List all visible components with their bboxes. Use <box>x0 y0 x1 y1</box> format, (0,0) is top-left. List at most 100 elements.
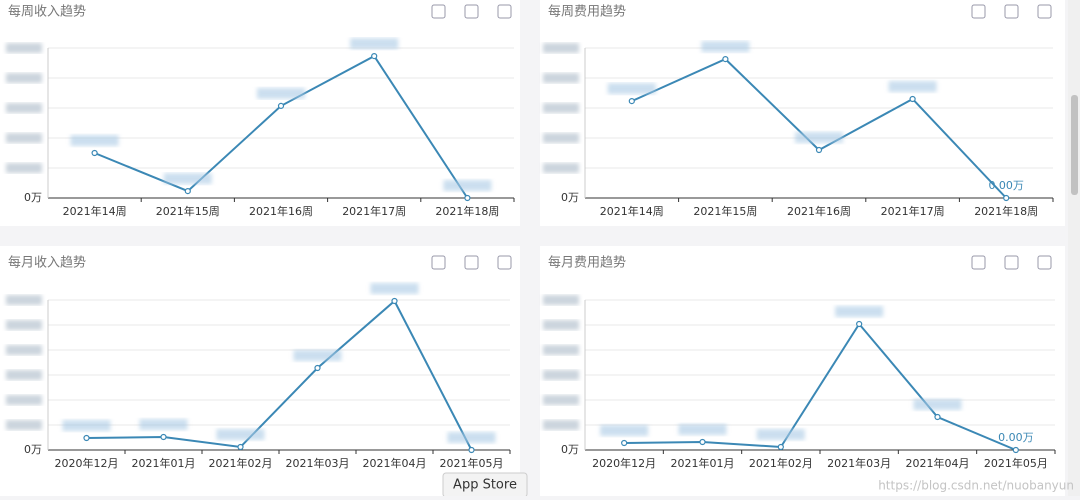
blurred-tick-label <box>543 133 579 143</box>
x-tick-label: 2021年02月 <box>209 456 273 470</box>
data-point <box>934 413 941 421</box>
panel-title: 每月费用趋势 <box>548 255 626 271</box>
panel-title: 每周费用趋势 <box>548 4 626 20</box>
x-tick-label: 2020年12月 <box>55 456 119 470</box>
data-point <box>464 194 471 202</box>
blurred-data-label <box>835 306 884 317</box>
blurred-tick-label <box>6 395 42 405</box>
data-point <box>391 297 398 305</box>
blurred-tick-label <box>543 320 579 330</box>
toolbar-icon[interactable] <box>464 4 479 19</box>
x-tick-label: 2021年16周 <box>787 204 851 218</box>
data-point <box>184 188 191 195</box>
x-tick-label: 2021年18周 <box>435 204 499 218</box>
panel-title: 每周收入趋势 <box>8 4 86 20</box>
blurred-tick-label <box>543 295 579 305</box>
blurred-data-label <box>216 429 265 440</box>
toolbar-icon[interactable] <box>971 4 986 19</box>
toolbar-icon[interactable] <box>431 4 446 19</box>
x-tick-label: 2021年04月 <box>906 456 970 470</box>
x-tick-label: 2021年05月 <box>984 456 1048 470</box>
y-tick-label: 0万 <box>561 191 579 204</box>
toolbar-icon[interactable] <box>1004 255 1019 270</box>
y-tick-label: 0万 <box>24 443 42 456</box>
blurred-tick-label <box>6 370 42 380</box>
scroll-thumb[interactable] <box>1071 95 1078 195</box>
data-point <box>815 146 823 154</box>
series-line <box>86 299 473 451</box>
toolbar-icon[interactable] <box>431 255 446 270</box>
x-tick-label: 2021年05月 <box>440 456 504 470</box>
x-tick-label: 2021年18周 <box>974 204 1038 218</box>
y-tick-label: 0万 <box>24 191 42 204</box>
blurred-tick-label <box>543 73 579 83</box>
x-tick-label: 2021年16周 <box>249 204 313 218</box>
blurred-tick-label <box>6 345 42 355</box>
panel <box>0 246 520 496</box>
y-tick-label: 0万 <box>561 443 579 456</box>
x-tick-label: 2021年17周 <box>342 204 406 218</box>
blurred-data-label <box>913 399 962 410</box>
blurred-data-label <box>600 425 649 436</box>
blurred-tick-label <box>6 133 42 143</box>
data-point <box>699 438 706 446</box>
x-tick-label: 2021年15周 <box>693 204 757 218</box>
blurred-tick-label <box>6 73 42 83</box>
data-point <box>1003 194 1010 202</box>
watermark: https://blog.csdn.net/nuobanyun <box>878 479 1074 493</box>
data-point <box>856 320 863 328</box>
data-label: 0.00万 <box>988 179 1024 192</box>
data-point <box>314 364 321 372</box>
data-point <box>160 433 167 441</box>
toolbar-icon[interactable] <box>1004 4 1019 19</box>
scrollbar[interactable] <box>1068 0 1080 496</box>
blurred-data-label <box>701 41 750 53</box>
data-point <box>468 446 475 454</box>
x-tick-label: 2021年14周 <box>63 204 127 218</box>
x-tick-label: 2021年01月 <box>132 456 196 470</box>
toolbar-icon[interactable] <box>1037 4 1052 19</box>
blurred-data-label <box>293 350 342 361</box>
blurred-data-label <box>678 424 727 435</box>
x-tick-label: 2021年14周 <box>600 204 664 218</box>
x-tick-label: 2021年03月 <box>286 456 350 470</box>
data-point <box>237 443 244 451</box>
blurred-tick-label <box>6 103 42 113</box>
blurred-data-label <box>888 81 937 92</box>
blurred-tick-label <box>6 43 42 53</box>
data-label: 0.00万 <box>998 431 1034 444</box>
blurred-tick-label <box>6 163 42 173</box>
toolbar-icon[interactable] <box>497 255 512 270</box>
blurred-data-label <box>756 429 805 440</box>
blurred-tick-label <box>543 420 579 430</box>
toolbar-icon[interactable] <box>497 4 512 19</box>
panel-title: 每月收入趋势 <box>8 255 86 271</box>
blurred-data-label <box>350 38 399 50</box>
blurred-data-label <box>163 173 212 185</box>
blurred-tick-label <box>543 395 579 405</box>
x-tick-label: 2021年02月 <box>749 456 813 470</box>
x-tick-label: 2021年17周 <box>881 204 945 218</box>
data-point <box>371 52 378 60</box>
x-tick-label: 2021年01月 <box>671 456 735 470</box>
data-point <box>777 443 784 451</box>
panel <box>540 246 1065 496</box>
blurred-data-label <box>70 135 119 146</box>
data-point <box>722 55 729 63</box>
blurred-tick-label <box>543 345 579 355</box>
x-tick-label: 2021年03月 <box>827 456 891 470</box>
x-tick-label: 2021年15周 <box>156 204 220 218</box>
x-tick-label: 2021年04月 <box>363 456 427 470</box>
toolbar-icon[interactable] <box>1037 255 1052 270</box>
tooltip: App Store <box>453 478 517 493</box>
data-point <box>1012 446 1019 454</box>
data-point <box>621 439 628 447</box>
blurred-tick-label <box>543 370 579 380</box>
blurred-data-label <box>607 83 656 95</box>
toolbar-icon[interactable] <box>464 255 479 270</box>
toolbar-icon[interactable] <box>971 255 986 270</box>
blurred-data-label <box>443 180 492 191</box>
x-tick-label: 2020年12月 <box>592 456 656 470</box>
blurred-tick-label <box>543 103 579 113</box>
